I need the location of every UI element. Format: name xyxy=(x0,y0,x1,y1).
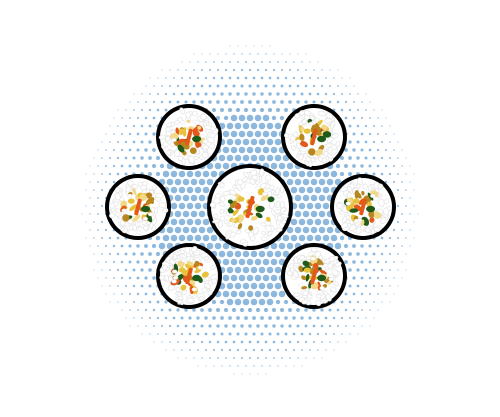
kimbap-roll xyxy=(156,104,222,170)
kimbap-roll xyxy=(281,104,347,170)
kimbap-rolls xyxy=(105,104,396,309)
kimbap-roll xyxy=(105,174,171,240)
kimbap-roll xyxy=(281,243,347,309)
kimbap-roll xyxy=(207,164,293,250)
kimbap-roll xyxy=(330,174,396,240)
kimbap-roll xyxy=(156,243,222,309)
